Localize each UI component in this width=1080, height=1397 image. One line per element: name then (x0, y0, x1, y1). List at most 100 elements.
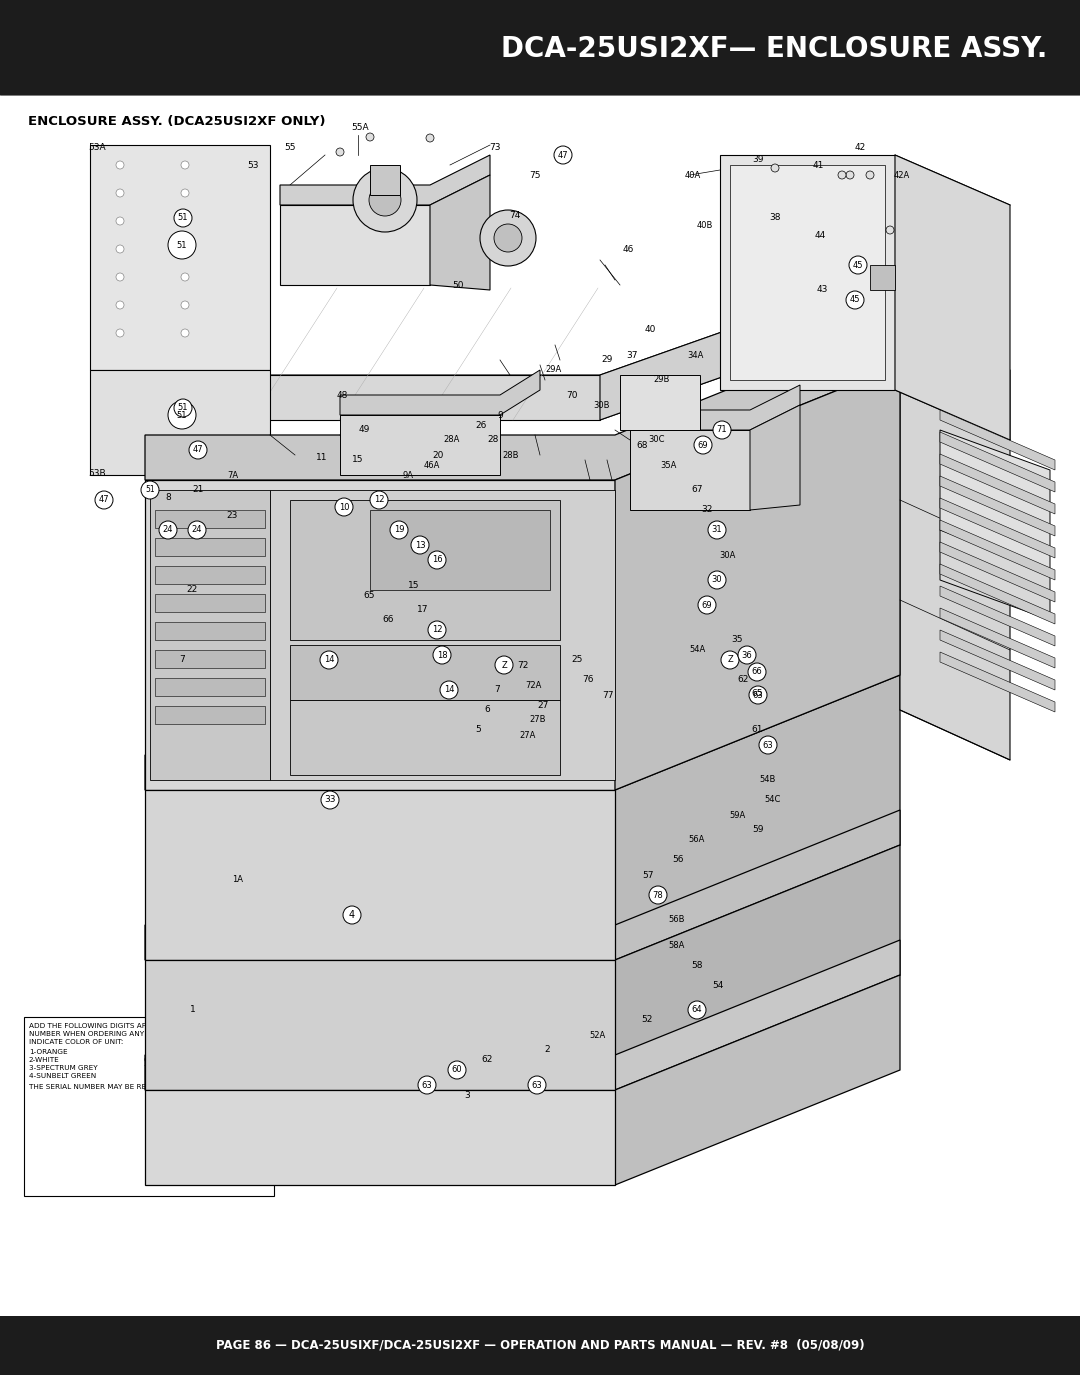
Text: 54B: 54B (760, 775, 777, 785)
Polygon shape (940, 585, 1055, 645)
Circle shape (168, 231, 195, 258)
Polygon shape (90, 145, 270, 370)
Polygon shape (730, 165, 885, 380)
Text: 62: 62 (482, 1056, 492, 1065)
Polygon shape (370, 510, 550, 590)
Text: 66: 66 (752, 668, 762, 676)
Text: 41: 41 (812, 161, 824, 169)
Circle shape (713, 420, 731, 439)
Bar (24, 1017, 274, 1196)
Circle shape (181, 244, 189, 253)
Circle shape (168, 401, 195, 429)
Circle shape (353, 168, 417, 232)
Text: 11: 11 (316, 454, 327, 462)
Circle shape (369, 184, 401, 217)
Text: 50: 50 (453, 282, 463, 291)
Text: 61: 61 (752, 725, 762, 735)
Text: 27: 27 (538, 700, 549, 710)
Text: 51: 51 (178, 404, 188, 412)
Text: 7: 7 (179, 655, 185, 665)
Text: 2: 2 (544, 1045, 550, 1055)
Text: 57: 57 (643, 870, 653, 880)
Text: 6-CATERPILLAR YELLOW: 6-CATERPILLAR YELLOW (144, 1058, 231, 1063)
Text: 74: 74 (510, 211, 521, 219)
Bar (0, 1316, 1080, 1375)
Text: 42A: 42A (894, 170, 910, 179)
Circle shape (335, 497, 353, 515)
Circle shape (750, 686, 767, 704)
Text: 12: 12 (432, 626, 442, 634)
Polygon shape (615, 675, 900, 960)
Text: 63: 63 (531, 1080, 542, 1090)
Circle shape (688, 1002, 706, 1018)
Circle shape (188, 521, 206, 539)
Circle shape (495, 657, 513, 673)
Text: 56A: 56A (689, 835, 705, 845)
Polygon shape (145, 320, 900, 481)
Text: 48: 48 (336, 391, 348, 401)
Text: 5-BLACK: 5-BLACK (144, 1049, 175, 1055)
Circle shape (649, 886, 667, 904)
Text: 35A: 35A (660, 461, 676, 469)
Circle shape (343, 907, 361, 923)
Polygon shape (156, 594, 265, 612)
Text: 14: 14 (444, 686, 455, 694)
Circle shape (448, 1060, 465, 1078)
Polygon shape (145, 1090, 615, 1185)
Polygon shape (145, 940, 900, 1090)
Polygon shape (280, 205, 430, 285)
Text: 51: 51 (178, 214, 188, 222)
Text: 26: 26 (475, 420, 487, 429)
Polygon shape (895, 155, 1010, 440)
Text: 59A: 59A (729, 810, 745, 820)
Polygon shape (165, 374, 600, 420)
Text: 1-ORANGE: 1-ORANGE (29, 1049, 67, 1055)
Text: 13: 13 (415, 541, 426, 549)
Text: 24: 24 (163, 525, 173, 535)
Text: 70: 70 (566, 391, 578, 400)
Text: 28: 28 (487, 436, 499, 444)
Text: 35: 35 (731, 636, 743, 644)
Text: 2-WHITE: 2-WHITE (29, 1058, 59, 1063)
Polygon shape (165, 256, 940, 420)
Circle shape (480, 210, 536, 265)
Polygon shape (270, 490, 615, 780)
Polygon shape (940, 497, 1055, 557)
Text: 49: 49 (359, 426, 369, 434)
Circle shape (174, 210, 192, 226)
Circle shape (886, 226, 894, 235)
Circle shape (494, 224, 522, 251)
Text: 51: 51 (177, 240, 187, 250)
Circle shape (554, 147, 572, 163)
Circle shape (370, 490, 388, 509)
Text: NUMBER WHEN ORDERING ANY PAINTED PANEL TO: NUMBER WHEN ORDERING ANY PAINTED PANEL T… (29, 1031, 215, 1037)
Text: 18: 18 (436, 651, 447, 659)
Text: 47: 47 (98, 496, 109, 504)
Text: 32: 32 (701, 506, 713, 514)
Text: ADD THE FOLLOWING DIGITS AFTER THE PART: ADD THE FOLLOWING DIGITS AFTER THE PART (29, 1023, 197, 1030)
Text: 30A: 30A (719, 550, 735, 560)
Text: 72A: 72A (525, 680, 541, 690)
Circle shape (721, 651, 739, 669)
Text: 16: 16 (432, 556, 443, 564)
Circle shape (428, 550, 446, 569)
Text: 4-SUNBELT GREEN: 4-SUNBELT GREEN (29, 1073, 96, 1078)
Text: 1: 1 (190, 1006, 195, 1014)
Bar (0, 0, 1080, 95)
Polygon shape (340, 370, 540, 415)
Circle shape (694, 436, 712, 454)
Circle shape (181, 161, 189, 169)
Polygon shape (630, 386, 800, 430)
Text: 63: 63 (421, 1080, 432, 1090)
Text: 55A: 55A (351, 123, 368, 131)
Text: 65: 65 (363, 591, 375, 599)
Text: 9: 9 (497, 411, 503, 419)
Text: 47: 47 (192, 446, 203, 454)
Polygon shape (615, 975, 900, 1185)
Text: 52: 52 (642, 1016, 652, 1024)
Text: 63: 63 (753, 690, 764, 700)
Text: 10: 10 (339, 503, 349, 511)
Text: 27B: 27B (530, 715, 546, 725)
Polygon shape (615, 365, 900, 789)
Circle shape (336, 148, 345, 156)
